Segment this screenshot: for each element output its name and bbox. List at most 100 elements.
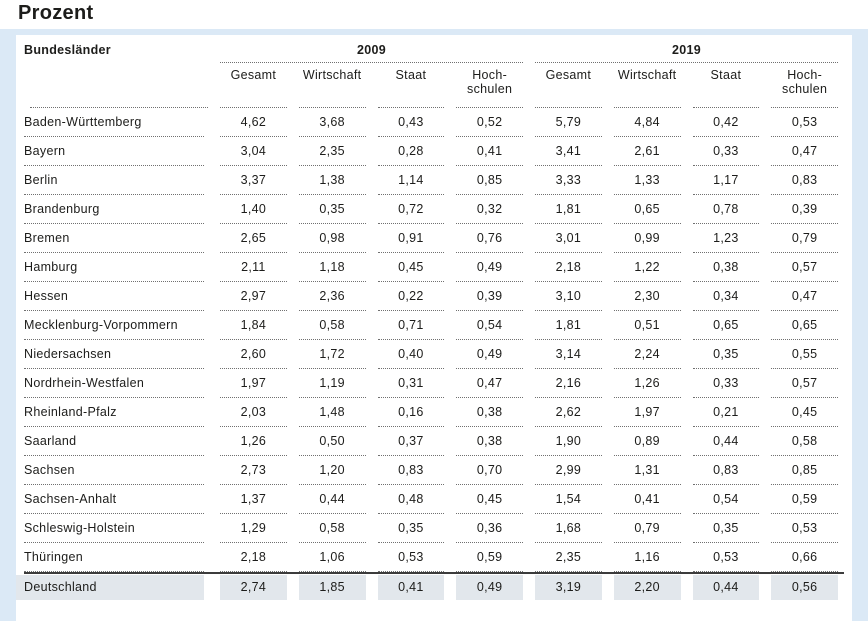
value-cell: 2,65	[214, 224, 293, 253]
value-cell: 0,57	[765, 369, 844, 398]
row-label-cell: Hessen	[24, 282, 214, 311]
total-value: 0,44	[692, 575, 760, 600]
value-cell: 0,53	[765, 514, 844, 543]
value: 3,10	[535, 282, 602, 311]
row-label: Hamburg	[24, 253, 204, 282]
value: 0,22	[377, 282, 445, 311]
value: 0,53	[771, 514, 838, 543]
total-row-label: Deutschland	[16, 575, 204, 600]
value-cell: 2,35	[529, 543, 608, 573]
value: 4,62	[220, 108, 287, 137]
value-cell: 0,59	[765, 485, 844, 514]
value: 0,71	[377, 311, 445, 340]
table-card: Bundesländer 2009 2019 Gesamt Wirtschaft…	[16, 35, 852, 621]
value-cell: 0,59	[450, 543, 529, 573]
value: 2,65	[220, 224, 287, 253]
value-cell: 0,58	[765, 427, 844, 456]
value: 2,36	[298, 282, 366, 311]
value-cell: 0,79	[608, 514, 687, 543]
column-header-gesamt-2019: Gesamt	[535, 63, 602, 108]
table-row: Berlin 3,37 1,38 1,14 0,85 3,33 1,33 1,17 0,83	[24, 166, 844, 195]
value: 0,47	[456, 369, 523, 398]
value: 2,18	[535, 253, 602, 282]
value-cell: 0,16	[372, 398, 451, 427]
row-label-cell: Rheinland-Pfalz	[24, 398, 214, 427]
value: 1,33	[613, 166, 681, 195]
value-cell: 1,81	[529, 311, 608, 340]
value-cell: 0,70	[450, 456, 529, 485]
value: 0,99	[613, 224, 681, 253]
value-cell: 0,45	[765, 398, 844, 427]
value: 2,35	[535, 543, 602, 572]
table-row: Baden-Württemberg 4,62 3,68 0,43 0,52 5,79 4,8…	[24, 108, 844, 137]
value: 0,65	[613, 195, 681, 224]
value: 1,97	[613, 398, 681, 427]
value: 0,59	[771, 485, 838, 514]
value: 0,54	[692, 485, 760, 514]
row-label-cell: Hamburg	[24, 253, 214, 282]
value-cell: 2,18	[529, 253, 608, 282]
value: 0,32	[456, 195, 523, 224]
value: 0,39	[771, 195, 838, 224]
value: 0,47	[771, 137, 838, 166]
value-cell: 0,53	[687, 543, 766, 573]
value-cell: 0,57	[765, 253, 844, 282]
value-cell: 4,84	[608, 108, 687, 137]
value-cell: 5,79	[529, 108, 608, 137]
value-cell: 2,24	[608, 340, 687, 369]
value: 3,14	[535, 340, 602, 369]
value-cell: 0,22	[372, 282, 451, 311]
value: 0,76	[456, 224, 523, 253]
value: 0,21	[692, 398, 760, 427]
value: 0,40	[377, 340, 445, 369]
value: 0,38	[692, 253, 760, 282]
value-cell: 0,37	[372, 427, 451, 456]
value-cell: 1,72	[293, 340, 372, 369]
value-cell: 0,55	[765, 340, 844, 369]
value: 0,41	[456, 137, 523, 166]
value: 1,06	[298, 543, 366, 572]
row-label-cell: Sachsen-Anhalt	[24, 485, 214, 514]
value: 3,37	[220, 166, 287, 195]
value: 1,16	[613, 543, 681, 572]
value-cell: 0,49	[450, 253, 529, 282]
year-group-cell-2019: 2019	[529, 37, 844, 63]
row-label: Bayern	[24, 137, 204, 166]
value-cell: 2,60	[214, 340, 293, 369]
value-cell: 3,41	[529, 137, 608, 166]
value-cell: 0,35	[687, 514, 766, 543]
value: 2,97	[220, 282, 287, 311]
value: 0,89	[613, 427, 681, 456]
total-value-cell: 3,19	[529, 572, 608, 600]
value-cell: 0,58	[293, 514, 372, 543]
value: 1,48	[298, 398, 366, 427]
value: 0,57	[771, 369, 838, 398]
value: 0,33	[692, 369, 760, 398]
year-header-row: Bundesländer 2009 2019	[24, 37, 844, 63]
value: 0,28	[377, 137, 445, 166]
row-label: Sachsen	[24, 456, 204, 485]
value: 0,65	[692, 311, 760, 340]
value-cell: 0,44	[293, 485, 372, 514]
value: 0,33	[692, 137, 760, 166]
value-cell: 0,65	[608, 195, 687, 224]
column-header-bundeslaender: Bundesländer	[24, 43, 111, 57]
total-value-cell: 2,20	[607, 572, 687, 600]
value-cell: 0,28	[372, 137, 451, 166]
value: 1,81	[535, 311, 602, 340]
total-value-cell: 2,74	[214, 572, 293, 600]
value-cell: 0,41	[450, 137, 529, 166]
value: 1,20	[298, 456, 366, 485]
value: 0,31	[377, 369, 445, 398]
value-cell: 1,23	[687, 224, 766, 253]
value-cell: 0,85	[450, 166, 529, 195]
value: 0,53	[377, 543, 445, 572]
value: 0,37	[377, 427, 445, 456]
value: 1,23	[692, 224, 760, 253]
table-row: Hessen 2,97 2,36 0,22 0,39 3,10 2,30 0,34 0,47	[24, 282, 844, 311]
value-cell: 0,78	[687, 195, 766, 224]
value: 1,38	[298, 166, 366, 195]
value: 1,26	[220, 427, 287, 456]
value-cell: 0,98	[293, 224, 372, 253]
value: 0,50	[298, 427, 366, 456]
